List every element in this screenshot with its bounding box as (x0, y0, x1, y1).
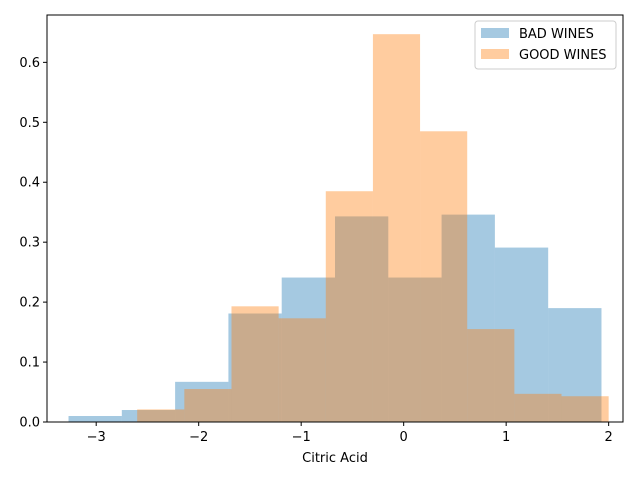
bad-wines-bar-7 (441, 214, 495, 422)
good-wines-bar-6 (420, 131, 468, 423)
x-tick-label: −2 (189, 430, 208, 445)
x-axis-ticks: −3 −2 −1 0 1 2 (87, 422, 613, 445)
good-wines-bar-0 (137, 409, 185, 422)
legend-swatch-good-wines (481, 49, 509, 59)
bad-wines-bar-0 (68, 416, 122, 422)
bad-wines-bar-8 (494, 247, 549, 422)
good-wines-bar-3 (278, 318, 326, 422)
legend-label-bad-wines: BAD WINES (519, 27, 594, 42)
histogram-bars (68, 34, 609, 423)
bad-wines-bar-3 (228, 313, 282, 422)
y-tick-label: 0.2 (19, 296, 40, 311)
y-tick-label: 0.3 (19, 236, 40, 251)
x-tick-label: −1 (292, 430, 311, 445)
good-wines-bar-4 (325, 191, 373, 422)
x-axis-label: Citric Acid (302, 451, 368, 466)
good-wines-bar-5 (372, 34, 421, 422)
y-tick-label: 0.6 (19, 56, 40, 71)
y-tick-label: 0.4 (19, 176, 40, 191)
good-wines-bar-1 (184, 389, 232, 422)
x-tick-label: 0 (400, 430, 408, 445)
x-tick-label: 2 (605, 430, 613, 445)
x-tick-label: 1 (502, 430, 510, 445)
legend: BAD WINES GOOD WINES (474, 20, 617, 70)
bad-wines-bar-5 (335, 216, 389, 422)
legend-swatch-bad-wines (481, 28, 509, 38)
bad-wines-bar-2 (175, 381, 229, 422)
axes-frame (46, 14, 624, 423)
legend-label-good-wines: GOOD WINES (519, 48, 607, 63)
bad-wines-bar-9 (548, 308, 602, 422)
bad-wines-bar-1 (121, 410, 176, 422)
good-wines-bar-9 (561, 396, 609, 422)
good-wines-bar-8 (514, 393, 562, 422)
y-tick-label: 0.0 (19, 416, 40, 431)
bad-wines-bar-4 (281, 277, 335, 422)
good-wines-bar-2 (231, 306, 279, 422)
x-tick-label: −3 (87, 430, 106, 445)
legend-box (474, 20, 617, 70)
good-wines-bar-7 (467, 329, 515, 422)
bad-wines-bar-6 (388, 277, 442, 422)
y-axis-ticks: 0.0 0.1 0.2 0.3 0.4 0.5 0.6 (19, 56, 47, 431)
y-tick-label: 0.1 (19, 356, 40, 371)
y-tick-label: 0.5 (19, 116, 40, 131)
